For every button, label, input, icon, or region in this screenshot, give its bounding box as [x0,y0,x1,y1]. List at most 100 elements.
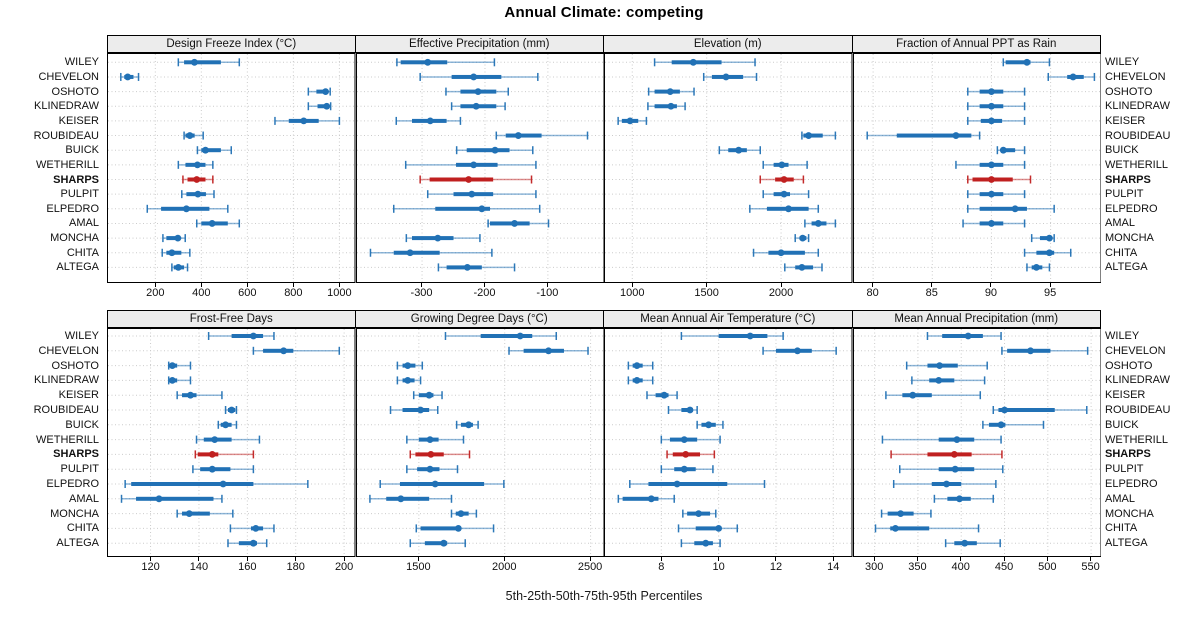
site-label-right-klinedraw: KLINEDRAW [1105,100,1170,113]
percentile-bar-wetherill [195,435,261,444]
percentile-bar-wetherill [177,160,214,169]
x-axis-tick [916,557,918,561]
x-axis-tick [417,557,419,561]
percentile-bar-elpedro [124,480,309,488]
percentile-bar-elpedro [392,204,540,213]
x-axis-tick [338,283,340,287]
x-axis-tick-label: 550 [1081,561,1100,573]
percentile-bar-buick [455,146,534,155]
percentile-bar-elpedro [629,480,766,488]
site-label-right-oshoto: OSHOTO [1105,85,1153,98]
x-axis-tick-label: 90 [984,287,998,299]
x-axis-tick-label: 2000 [491,561,517,573]
percentile-bar-sharps [666,450,716,459]
percentile-bar-wiley [177,58,241,67]
percentile-bar-chita [161,248,191,257]
percentile-bar-chita [229,524,275,533]
site-label-left-oshoto: OSHOTO [51,85,99,98]
percentile-bar-chevelon [120,72,140,81]
percentile-bar-keiser [412,391,443,400]
site-label-right-buick: BUICK [1105,418,1139,431]
x-axis-tick-label: 200 [146,287,165,299]
site-label-right-amal: AMAL [1105,492,1135,505]
site-label-right-amal: AMAL [1105,217,1135,230]
site-label-right-wetherill: WETHERILL [1105,158,1168,171]
x-axis-tick-label: -300 [410,287,433,299]
percentile-bar-amal [804,219,837,228]
site-label-right-moncha: MONCHA [1105,232,1154,245]
percentile-bar-elpedro [892,480,997,488]
site-label-right-roubideau: ROUBIDEAU [1105,404,1171,416]
percentile-bar-sharps [409,450,470,459]
percentile-bar-keiser [646,391,678,400]
percentile-bar-altega [437,263,515,272]
x-axis-tick [1090,557,1092,561]
percentile-bar-pulpit [192,465,255,474]
site-label-left-moncha: MONCHA [50,507,99,520]
x-axis-tick-label: -100 [536,287,559,299]
percentile-bar-wetherill [954,160,1025,169]
site-label-right-pulpit: PULPIT [1105,188,1144,201]
x-axis-tick-label: 350 [908,561,927,573]
percentile-bar-pulpit [660,465,714,474]
percentile-bar-wiley [444,332,557,340]
x-axis-tick [503,557,505,561]
percentile-bar-moncha [880,509,932,518]
percentile-bar-roubideau [224,406,238,414]
site-label-right-chita: CHITA [1105,522,1138,535]
percentile-bar-wiley [926,332,1002,340]
percentile-bar-moncha [162,234,186,243]
percentile-bar-amal [368,494,452,503]
percentile-bar-moncha [1030,234,1055,243]
percentile-bar-wiley [653,58,756,67]
site-label-left-moncha: MONCHA [50,232,99,245]
percentile-bar-oshoto [167,361,192,370]
panel-strip-mean-annual-air-temperature-c: Mean Annual Air Temperature (°C) [604,310,853,328]
site-label-right-roubideau: ROUBIDEAU [1105,129,1171,142]
x-axis-tick [1003,557,1005,561]
panel-strip-frost-free-days: Frost-Free Days [107,310,356,328]
site-label-right-sharps: SHARPS [1105,448,1151,461]
panel-plot-mean-annual-air-temperature-c [604,328,853,557]
percentile-bar-moncha [405,234,481,243]
site-label-left-chita: CHITA [66,522,99,535]
percentile-bar-sharps [194,450,255,459]
percentile-bar-chita [752,248,820,257]
percentile-bar-klinedraw [167,376,192,385]
percentile-bar-sharps [418,175,532,184]
site-label-left-keiser: KEISER [58,114,99,127]
site-label-right-wiley: WILEY [1105,56,1140,69]
percentile-bar-moncha [682,509,717,518]
percentile-bar-chita [1023,248,1071,257]
x-axis-tick [718,557,720,561]
x-axis-tick-label: 12 [769,561,783,573]
site-label-left-keiser: KEISER [58,389,99,402]
x-axis-tick [421,283,423,287]
percentile-bar-oshoto [966,87,1025,96]
x-axis-tick-label: 400 [951,561,970,573]
percentile-bar-klinedraw [450,102,506,111]
x-axis-tick-label: 200 [334,561,354,573]
percentile-bar-klinedraw [627,376,654,385]
percentile-bar-chevelon [762,346,837,355]
site-label-right-chevelon: CHEVELON [1105,70,1166,83]
percentile-bar-elpedro [146,204,229,213]
panel-plot-elevation-m [604,53,853,283]
percentile-bar-chevelon [507,346,589,355]
site-label-right-oshoto: OSHOTO [1105,359,1153,372]
percentile-bar-buick [217,420,238,429]
site-label-left-wiley: WILEY [64,330,99,342]
percentile-bar-amal [961,219,1025,228]
x-axis-tick-label: 800 [284,287,303,299]
x-axis-tick-label: 600 [238,287,257,299]
x-axis-tick-label: 450 [994,561,1014,573]
percentile-bar-elpedro [966,204,1055,213]
percentile-bar-oshoto [444,87,509,96]
percentile-bar-pulpit [181,190,215,199]
site-label-left-amal: AMAL [69,492,99,505]
percentile-bar-oshoto [307,87,331,96]
site-label-right-buick: BUICK [1105,144,1139,157]
site-label-left-roubideau: ROUBIDEAU [33,404,99,416]
site-label-left-roubideau: ROUBIDEAU [33,129,99,142]
percentile-bar-klinedraw [910,376,985,385]
